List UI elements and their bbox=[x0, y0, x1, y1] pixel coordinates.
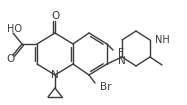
Text: HO: HO bbox=[7, 24, 22, 34]
Text: O: O bbox=[6, 54, 14, 64]
Text: N: N bbox=[51, 70, 59, 80]
Text: O: O bbox=[51, 11, 59, 21]
Text: Br: Br bbox=[100, 82, 111, 92]
Text: F: F bbox=[118, 48, 124, 58]
Text: N: N bbox=[118, 56, 126, 66]
Text: NH: NH bbox=[155, 35, 170, 45]
